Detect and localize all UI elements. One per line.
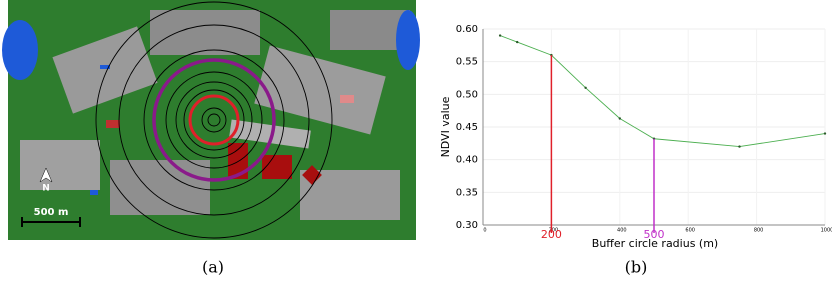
x-tick-label: 800 <box>754 228 764 234</box>
figure: N 500 m (a) (b) Buffer circle radius (m)… <box>0 0 832 286</box>
y-tick-label: 0.55 <box>456 57 478 68</box>
x-tick-label: 1000 <box>821 228 832 234</box>
y-axis-label: NDVI value <box>439 96 452 157</box>
scale-label: 500 m <box>34 207 69 218</box>
marker-label: 500 <box>644 228 665 241</box>
data-point <box>738 145 740 147</box>
data-point <box>824 132 826 134</box>
y-tick-label: 0.60 <box>456 24 478 35</box>
caption: (b) <box>625 258 648 277</box>
data-point <box>516 41 518 43</box>
x-tick-label: 600 <box>685 228 695 234</box>
data-point <box>584 87 586 89</box>
marker-label: 200 <box>541 228 562 241</box>
x-tick-label: 400 <box>617 228 627 234</box>
y-tick-label: 0.40 <box>456 155 478 166</box>
y-tick-label: 0.30 <box>456 220 478 231</box>
y-tick-label: 0.45 <box>456 122 478 133</box>
map-image <box>2 0 420 240</box>
y-tick-label: 0.35 <box>456 187 478 198</box>
data-line <box>500 36 825 147</box>
caption: (a) <box>202 258 224 277</box>
x-tick-label: 0 <box>483 228 486 234</box>
y-tick-label: 0.50 <box>456 89 478 100</box>
north-label: N <box>42 184 50 194</box>
data-point <box>619 117 621 119</box>
data-point <box>499 34 501 36</box>
